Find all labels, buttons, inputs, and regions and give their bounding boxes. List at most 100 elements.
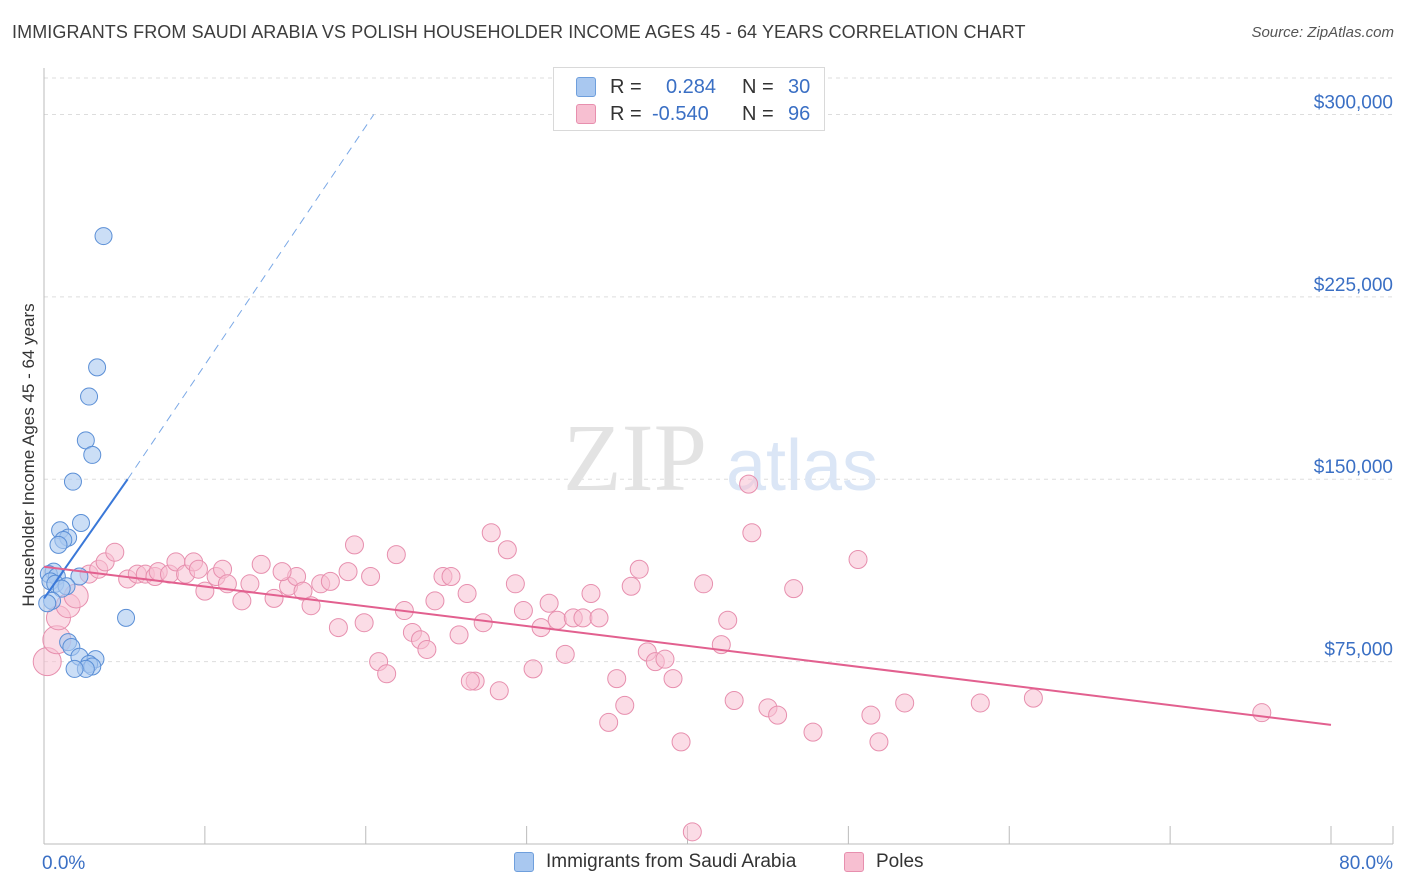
poles-point — [417, 639, 437, 659]
poles-point — [1023, 688, 1043, 708]
gridlines — [44, 77, 1393, 663]
y-tick-label: $75,000 — [1324, 640, 1393, 661]
y-tick-label: $150,000 — [1314, 457, 1393, 478]
poles-point — [320, 571, 340, 591]
y-axis-label: Householder Income Ages 45 - 64 years — [19, 303, 38, 607]
watermark-zip: ZIP — [563, 404, 707, 511]
poles-point — [739, 474, 759, 494]
y-tick-labels: $75,000 $150,000 $225,000 $300,000 — [1314, 92, 1393, 660]
poles-point — [621, 576, 641, 596]
series-legend: Immigrants from Saudi Arabia Poles — [0, 851, 1406, 877]
poles-point — [663, 669, 683, 689]
poles-point — [694, 574, 714, 594]
poles-point — [188, 559, 208, 579]
poles-point — [861, 705, 881, 725]
poles-point — [264, 588, 284, 608]
poles-point — [555, 644, 575, 664]
chart-title: IMMIGRANTS FROM SAUDI ARABIA VS POLISH H… — [12, 22, 1026, 42]
poles-point — [615, 695, 635, 715]
poles-point — [573, 608, 593, 628]
poles-point — [460, 671, 480, 691]
watermark-atlas: atlas — [726, 426, 878, 506]
saudi-trend-extension — [127, 114, 375, 480]
poles-point — [457, 584, 477, 604]
saudi-point — [52, 579, 71, 598]
poles-point — [354, 613, 374, 633]
x-tick-label-max: 80.0% — [1339, 853, 1393, 874]
series-legend-saudi[interactable]: Immigrants from Saudi Arabia — [514, 851, 796, 873]
watermark: ZIP atlas — [563, 404, 878, 511]
poles-point — [513, 601, 533, 621]
poles-point — [344, 535, 364, 555]
correlation-legend: R = 0.284 N = 30 R = -0.540 N = 96 — [553, 67, 825, 131]
legend-r-label: R = — [610, 75, 642, 98]
saudi-point — [38, 594, 57, 613]
poles-point — [724, 691, 744, 711]
poles-point — [895, 693, 915, 713]
poles-point — [497, 540, 517, 560]
series-label-saudi: Immigrants from Saudi Arabia — [546, 851, 797, 872]
series-swatch-poles — [844, 852, 864, 872]
saudi-trend-line — [43, 478, 129, 599]
legend-row-saudi: R = 0.284 N = 30 — [576, 74, 810, 100]
y-tick-label: $225,000 — [1314, 275, 1393, 296]
poles-point — [682, 822, 702, 842]
poles-point — [970, 693, 990, 713]
poles-point — [338, 562, 358, 582]
legend-r-value: 0.284 — [666, 75, 717, 98]
poles-point — [607, 669, 627, 689]
poles-point — [105, 542, 125, 562]
poles-point — [240, 574, 260, 594]
saudi-point — [88, 358, 107, 377]
series-swatch-saudi — [514, 852, 534, 872]
x-tick-label-min: 0.0% — [42, 853, 85, 874]
saudi-point — [94, 227, 113, 246]
legend-n-label: N = — [742, 75, 774, 98]
source-label: Source: ZipAtlas.com — [1251, 24, 1394, 41]
legend-swatch-saudi — [576, 77, 596, 97]
axes — [43, 68, 1394, 845]
x-tick-labels: 0.0% 80.0% — [42, 853, 1393, 874]
poles-point — [328, 618, 348, 638]
poles-point — [301, 596, 321, 616]
poles-point — [386, 545, 406, 565]
poles-point — [232, 591, 252, 611]
saudi-point — [72, 514, 91, 533]
poles-point — [629, 559, 649, 579]
poles-point — [251, 554, 271, 574]
y-tick-label: $300,000 — [1314, 92, 1393, 113]
poles-point — [547, 610, 567, 630]
poles-point — [655, 649, 675, 669]
legend-n-value: 96 — [788, 102, 811, 125]
poles-point — [539, 593, 559, 613]
poles-point — [523, 659, 543, 679]
poles-point — [718, 610, 738, 630]
poles-point — [599, 712, 619, 732]
poles-point — [449, 625, 469, 645]
poles-point — [489, 681, 509, 701]
poles-trend-line — [43, 565, 1332, 726]
legend-swatch-poles — [576, 104, 596, 124]
poles-point — [848, 549, 868, 569]
saudi-point — [49, 535, 68, 554]
poles-points — [32, 474, 1272, 842]
poles-point — [481, 523, 501, 543]
poles-point — [768, 705, 788, 725]
poles-point — [1252, 703, 1272, 723]
poles-point — [581, 584, 601, 604]
poles-point — [361, 567, 381, 587]
saudi-point — [83, 445, 102, 464]
series-legend-poles[interactable]: Poles — [844, 851, 924, 873]
poles-point — [784, 579, 804, 599]
legend-r-label: R = — [610, 102, 642, 125]
poles-point — [589, 608, 609, 628]
saudi-point — [80, 387, 99, 406]
poles-point — [869, 732, 889, 752]
legend-r-value: -0.540 — [652, 102, 709, 125]
poles-point — [293, 581, 313, 601]
poles-point — [473, 613, 493, 633]
legend-n-value: 30 — [788, 75, 811, 98]
trend-lines — [43, 114, 1332, 726]
series-label-poles: Poles — [876, 851, 924, 872]
